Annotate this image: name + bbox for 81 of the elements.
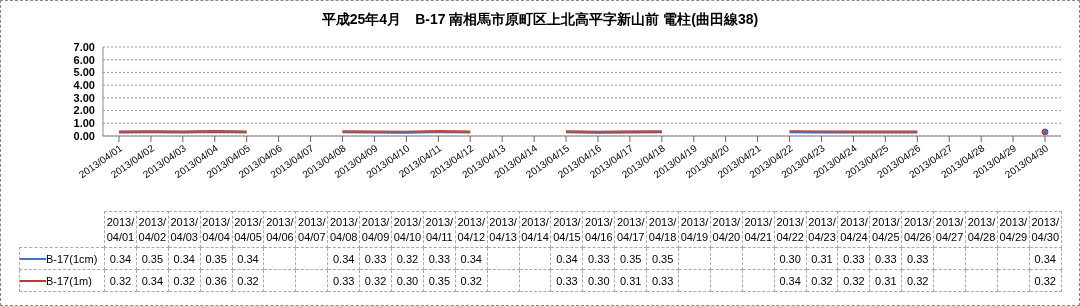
data-label: 0.32: [104, 269, 137, 292]
category-label: 2013/04/05: [234, 215, 262, 243]
data-label: 0.34: [1029, 247, 1062, 270]
category-label: 2013/04/07: [298, 215, 326, 243]
data-label: 0.35: [614, 247, 647, 270]
category-label: 2013/04/18: [648, 215, 677, 243]
data-label: 0.32: [837, 269, 870, 292]
category-label: 2013/04/12: [457, 215, 485, 243]
data-label: 0.32: [232, 269, 264, 292]
category-label: 2013/04/01: [106, 215, 135, 243]
data-label: 0.33: [646, 269, 679, 292]
category-label: 2013/04/24: [840, 215, 868, 243]
category-label: 2013/04/10: [393, 215, 422, 243]
y-tick-label: 2.00: [73, 104, 95, 117]
data-label: 0.35: [423, 269, 456, 292]
data-label: 0.31: [614, 269, 647, 292]
data-label: 0.34: [550, 247, 583, 270]
data-label: 0.33: [359, 247, 392, 270]
y-tick-label: 0.00: [73, 129, 95, 142]
data-label: 0.35: [200, 247, 233, 270]
legend-label: B-17(1m): [46, 275, 92, 287]
data-label: 0.34: [104, 247, 137, 270]
category-label: 2013/04/06: [266, 215, 294, 243]
y-tick-label: 4.00: [73, 79, 95, 92]
data-label: 0.32: [806, 269, 838, 292]
data-label: 0.32: [359, 269, 392, 292]
category-label: 2013/04/09: [361, 215, 390, 243]
category-label: 2013/04/16: [585, 215, 613, 243]
category-label: 2013/04/29: [999, 215, 1028, 243]
data-label: 0.36: [200, 269, 233, 292]
data-label: 0.34: [455, 247, 488, 270]
data-label: 0.34: [327, 247, 360, 270]
data-label: 0.33: [869, 247, 902, 270]
category-label: 2013/04/21: [744, 215, 773, 243]
data-label: 0.31: [869, 269, 902, 292]
data-label: 0.32: [391, 247, 424, 270]
data-label: 0.33: [327, 269, 360, 292]
data-label: 0.31: [806, 247, 838, 270]
category-label: 2013/04/22: [776, 215, 804, 243]
y-tick-label: 5.00: [73, 66, 95, 79]
data-label: 0.32: [455, 269, 488, 292]
data-label: 0.33: [901, 247, 934, 270]
y-tick-label: 1.00: [73, 117, 95, 130]
category-label: 2013/04/25: [872, 215, 900, 243]
category-label: 2013/04/15: [553, 215, 581, 243]
category-label: 2013/04/02: [138, 215, 167, 243]
data-label: 0.32: [901, 269, 934, 292]
data-label: 0.32: [1029, 269, 1062, 292]
category-label: 2013/04/27: [935, 215, 964, 243]
data-label: 0.30: [391, 269, 424, 292]
data-label: 0.34: [774, 269, 807, 292]
y-tick-label: 7.00: [73, 40, 95, 53]
category-label: 2013/04/28: [967, 215, 996, 243]
data-label: 0.33: [550, 269, 583, 292]
category-label: 2013/04/23: [808, 215, 836, 243]
y-tick-label: 6.00: [73, 53, 95, 66]
data-label: 0.33: [582, 247, 615, 270]
data-label: 0.35: [646, 247, 679, 270]
legend-label: B-17(1cm): [46, 253, 98, 265]
data-label: 0.33: [837, 247, 870, 270]
category-label: 2013/04/08: [329, 215, 358, 243]
category-label: 2013/04/17: [616, 215, 645, 243]
category-label: 2013/04/14: [521, 215, 549, 243]
category-label: 2013/04/19: [680, 215, 709, 243]
data-label: 0.32: [168, 269, 201, 292]
category-label: 2013/04/03: [170, 215, 198, 243]
category-label: 2013/04/20: [712, 215, 741, 243]
data-label: 0.35: [136, 247, 169, 270]
category-label: 2013/04/11: [425, 215, 454, 243]
category-label: 2013/04/13: [489, 215, 517, 243]
category-label: 2013/04/04: [202, 215, 230, 243]
chart-title: 平成25年4月 B-17 南相馬市原町区上北高平字新山前 電柱(曲田線38): [320, 11, 760, 29]
data-label: 0.30: [582, 269, 615, 292]
data-label: 0.30: [774, 247, 807, 270]
data-label: 0.33: [423, 247, 456, 270]
category-label: 2013/04/26: [903, 215, 932, 243]
y-tick-label: 3.00: [73, 91, 95, 104]
data-label: 0.34: [136, 269, 169, 292]
data-label: 0.34: [168, 247, 201, 270]
data-label: 0.34: [232, 247, 264, 270]
category-label: 2013/04/30: [1031, 215, 1060, 243]
